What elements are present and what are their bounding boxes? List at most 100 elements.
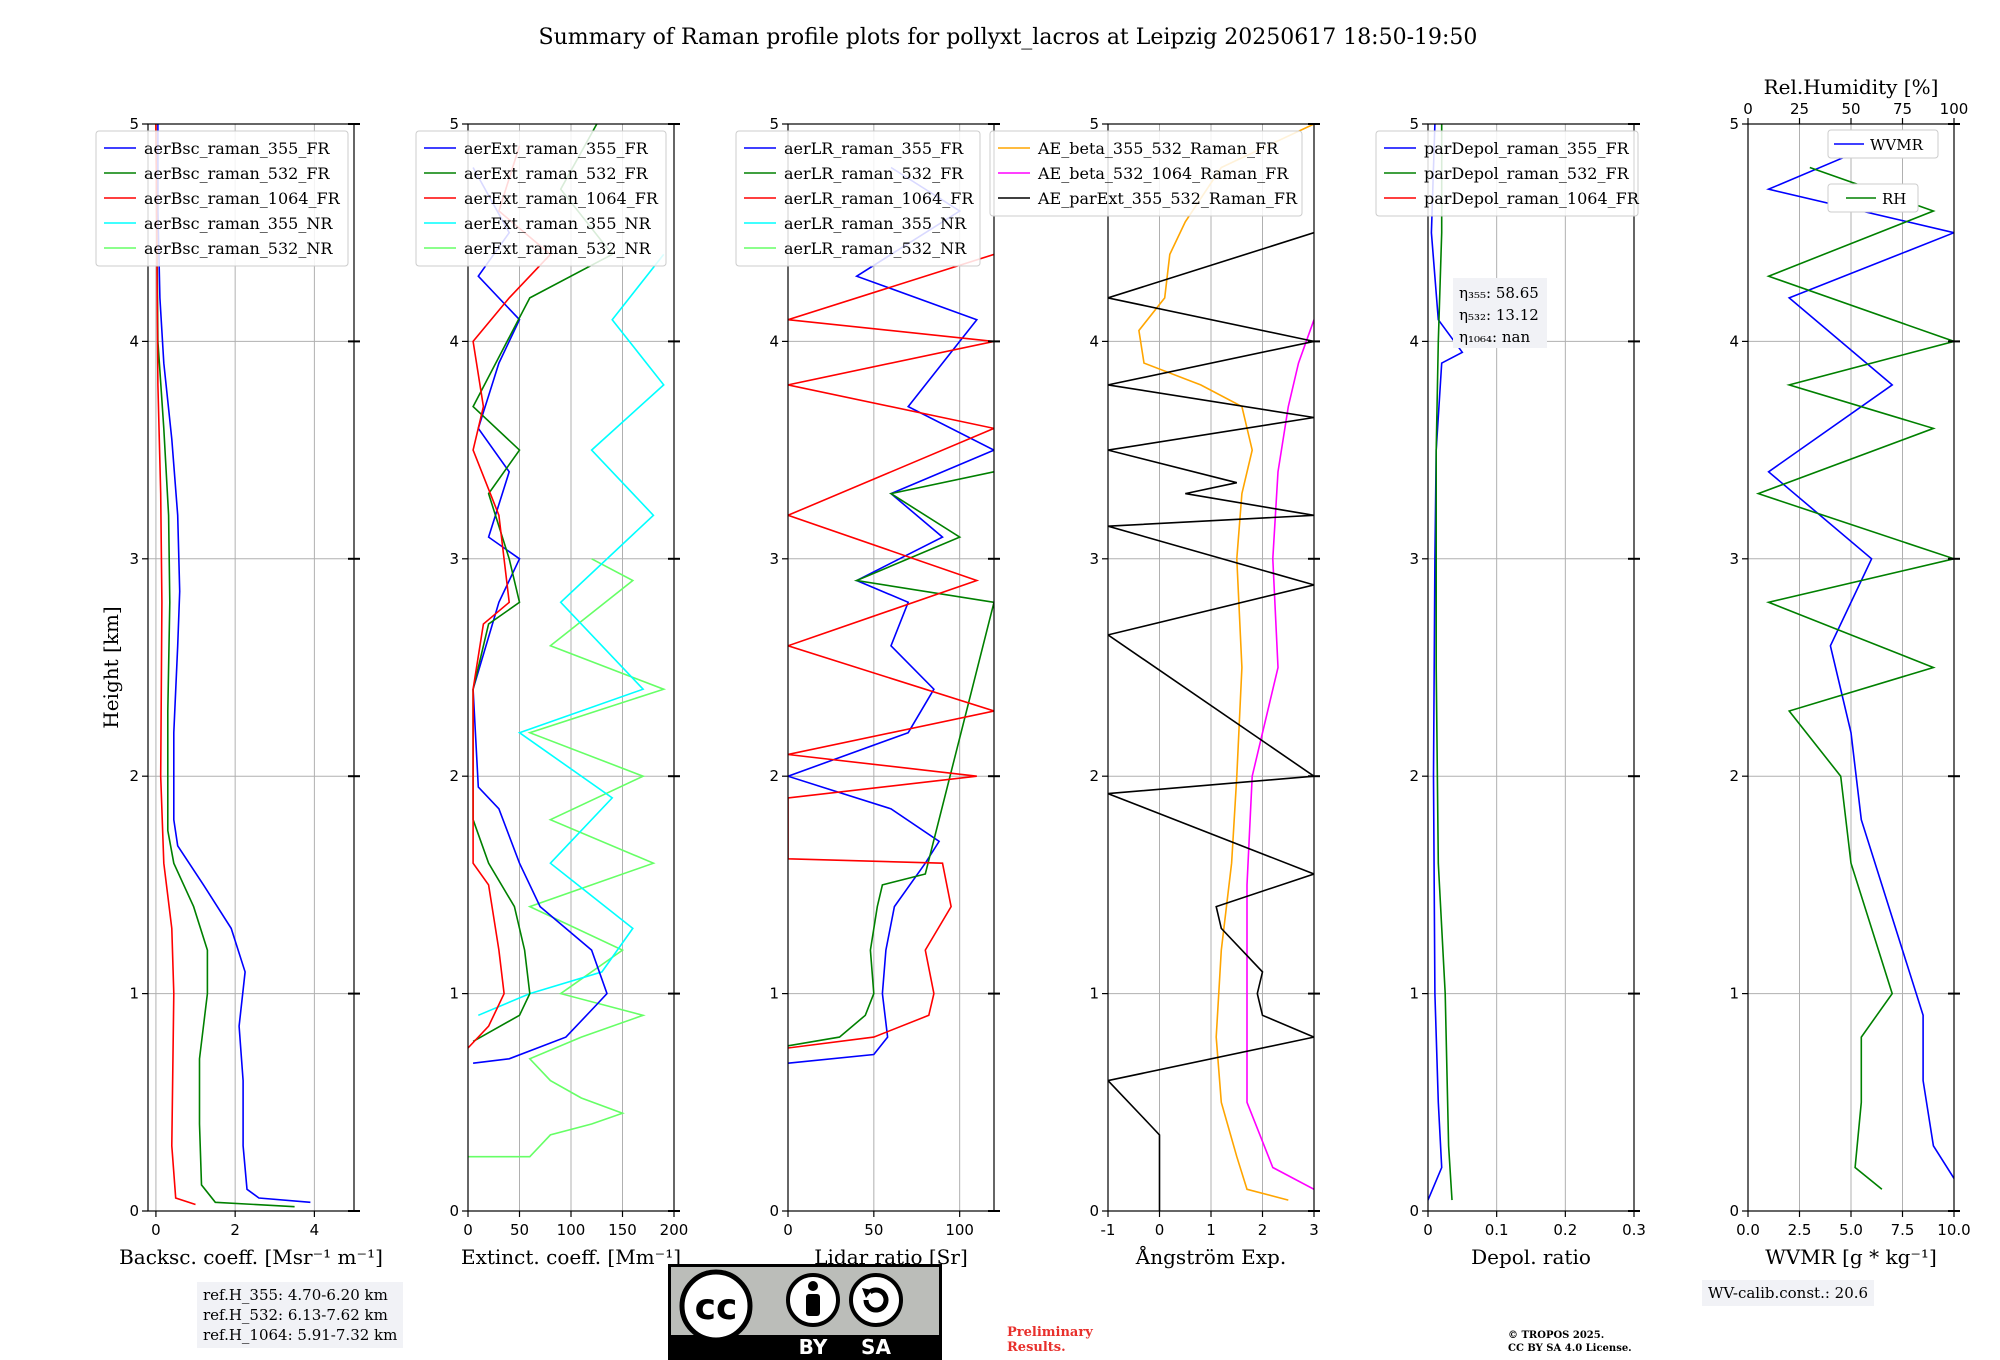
x-tick-label: 100 bbox=[557, 1221, 586, 1239]
series-aerExt_raman_532_NR bbox=[468, 558, 667, 1158]
x-tick-label: 5.0 bbox=[1839, 1221, 1863, 1239]
x-tick-label: 200 bbox=[660, 1221, 689, 1239]
y-tick-label: 4 bbox=[449, 332, 459, 350]
legend-entry: aerLR_raman_355_FR bbox=[784, 139, 964, 158]
x-tick-label: 100 bbox=[945, 1221, 974, 1239]
y-tick-label: 4 bbox=[1089, 332, 1099, 350]
legend: parDepol_raman_355_FR parDepol_raman_532_… bbox=[1375, 130, 1640, 217]
legend-entry: aerLR_raman_532_NR bbox=[784, 239, 967, 258]
axes-frame bbox=[1427, 123, 1635, 1212]
y-tick-label: 5 bbox=[1729, 115, 1739, 133]
legend-box bbox=[989, 130, 1303, 217]
x-tick-label: 1 bbox=[1206, 1221, 1216, 1239]
x-axis-label: Ångström Exp. bbox=[1135, 1244, 1286, 1269]
legend-box bbox=[415, 130, 667, 267]
y-tick-label: 4 bbox=[769, 332, 779, 350]
figure-title: Summary of Raman profile plots for polly… bbox=[539, 25, 1478, 50]
legend-entry: aerLR_raman_355_NR bbox=[784, 214, 967, 233]
y-tick-label: 0 bbox=[1409, 1202, 1419, 1220]
series-AE_parExt_355_532_Raman_FR bbox=[1108, 231, 1314, 1211]
x-tick-label: 3 bbox=[1309, 1221, 1319, 1239]
legend-entry: aerExt_raman_355_FR bbox=[464, 139, 649, 158]
legend: WVMR RH bbox=[1827, 129, 1939, 213]
x-tick-label: 150 bbox=[608, 1221, 637, 1239]
legend-entry: aerExt_raman_532_FR bbox=[464, 164, 649, 183]
legend-entry: parDepol_raman_1064_FR bbox=[1424, 189, 1640, 208]
y-tick-label: 3 bbox=[129, 550, 139, 568]
y-tick-label: 1 bbox=[769, 985, 779, 1003]
y-tick-label: 5 bbox=[129, 115, 139, 133]
cc-letters: cc bbox=[695, 1287, 738, 1328]
y-tick-label: 2 bbox=[129, 767, 139, 785]
series-WVMR bbox=[1766, 144, 1954, 1179]
eta-annotation-box bbox=[1453, 278, 1547, 348]
ref-height-1064: ref.H_1064: 5.91-7.32 km bbox=[203, 1326, 398, 1344]
axes-frame bbox=[787, 123, 995, 1212]
legend-entry: parDepol_raman_532_FR bbox=[1424, 164, 1630, 183]
x-tick-label: 50 bbox=[510, 1221, 529, 1239]
series-aerBsc_raman_532_FR bbox=[155, 124, 295, 1208]
y-tick-label: 4 bbox=[1409, 332, 1419, 350]
y-tick-label: 5 bbox=[1089, 115, 1099, 133]
series-aerExt_raman_1064_FR bbox=[468, 145, 552, 1049]
sa-text: SA bbox=[861, 1335, 891, 1359]
by-person-body bbox=[806, 1294, 820, 1316]
x-tick-label: 0.1 bbox=[1485, 1221, 1509, 1239]
x-tick-label: 2.5 bbox=[1788, 1221, 1812, 1239]
eta-annotation-line: η₁₀₆₄: nan bbox=[1459, 328, 1530, 346]
y-tick-label: 3 bbox=[769, 550, 779, 568]
x-tick-label: 10.0 bbox=[1937, 1221, 1970, 1239]
y-tick-label: 2 bbox=[1089, 767, 1099, 785]
top-axis-label: Rel.Humidity [%] bbox=[1764, 75, 1939, 99]
legend-entry: aerExt_raman_1064_FR bbox=[464, 189, 659, 208]
top-tick-label: 0 bbox=[1743, 100, 1753, 118]
legend-entry: aerBsc_raman_355_FR bbox=[144, 139, 330, 158]
preliminary-note: Preliminary Results. bbox=[1007, 1325, 1093, 1355]
series-parDepol_raman_532_FR bbox=[1435, 124, 1453, 1201]
x-axis-label: Backsc. coeff. [Msr⁻¹ m⁻¹] bbox=[119, 1245, 383, 1269]
legend-entry: aerBsc_raman_1064_FR bbox=[144, 189, 341, 208]
sa-arrow-head bbox=[862, 1288, 872, 1298]
y-tick-label: 3 bbox=[1729, 550, 1739, 568]
y-tick-label: 5 bbox=[769, 115, 779, 133]
legend-entry: WVMR bbox=[1870, 136, 1924, 154]
x-tick-label: 2 bbox=[230, 1221, 240, 1239]
x-tick-label: -1 bbox=[1101, 1221, 1116, 1239]
x-tick-label: 0 bbox=[1155, 1221, 1165, 1239]
legend: aerBsc_raman_355_FR aerBsc_raman_532_FRae… bbox=[95, 130, 349, 267]
y-tick-label: 5 bbox=[449, 115, 459, 133]
x-tick-label: 2 bbox=[1258, 1221, 1268, 1239]
legend-box bbox=[735, 130, 981, 267]
y-tick-label: 2 bbox=[449, 767, 459, 785]
legend-entry: AE_parExt_355_532_Raman_FR bbox=[1037, 189, 1298, 208]
y-axis-label: Height [km] bbox=[99, 606, 123, 728]
top-tick-label: 50 bbox=[1841, 100, 1860, 118]
x-tick-label: 50 bbox=[864, 1221, 883, 1239]
series-aerBsc_raman_1064_FR bbox=[155, 124, 196, 1206]
legend-entry: aerLR_raman_532_FR bbox=[784, 164, 964, 183]
series-aerExt_raman_355_NR bbox=[477, 253, 665, 1017]
sa-circle-icon bbox=[849, 1273, 903, 1327]
legend: aerExt_raman_355_FR aerExt_raman_532_FRae… bbox=[415, 130, 667, 267]
series-aerLR_raman_1064_FR bbox=[788, 253, 994, 1049]
top-tick-label: 25 bbox=[1790, 100, 1809, 118]
x-tick-label: 0.2 bbox=[1553, 1221, 1577, 1239]
top-tick-label: 100 bbox=[1940, 100, 1969, 118]
y-tick-label: 5 bbox=[1409, 115, 1419, 133]
y-tick-label: 1 bbox=[1729, 985, 1739, 1003]
panel-6: 0.0 2.5 5.0 7.5 10.0 0 1 2 3 4 5 WVMR [g * kg⁻¹] 0 25… bbox=[1729, 75, 1970, 1269]
y-tick-label: 0 bbox=[129, 1202, 139, 1220]
axes-frame bbox=[147, 123, 355, 1212]
legend-entry: aerExt_raman_532_NR bbox=[464, 239, 652, 258]
y-tick-label: 1 bbox=[449, 985, 459, 1003]
y-tick-label: 1 bbox=[1089, 985, 1099, 1003]
x-tick-label: 0.3 bbox=[1622, 1221, 1646, 1239]
y-tick-label: 3 bbox=[449, 550, 459, 568]
y-tick-label: 1 bbox=[129, 985, 139, 1003]
series-aerBsc_raman_355_FR bbox=[157, 124, 311, 1204]
series-aerLR_raman_355_FR bbox=[788, 166, 994, 1064]
y-tick-label: 4 bbox=[1729, 332, 1739, 350]
